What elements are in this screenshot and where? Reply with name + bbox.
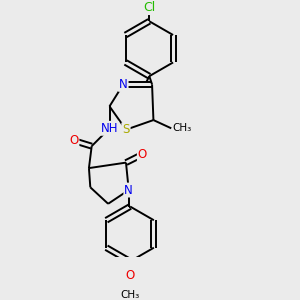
Text: NH: NH <box>101 122 118 135</box>
Text: N: N <box>124 184 133 196</box>
Text: O: O <box>69 134 79 147</box>
Text: CH₃: CH₃ <box>172 123 192 133</box>
Text: O: O <box>138 148 147 161</box>
Text: Cl: Cl <box>143 1 155 14</box>
Text: CH₃: CH₃ <box>121 290 140 300</box>
Text: N: N <box>119 78 128 91</box>
Text: S: S <box>122 123 130 136</box>
Text: O: O <box>125 268 135 282</box>
